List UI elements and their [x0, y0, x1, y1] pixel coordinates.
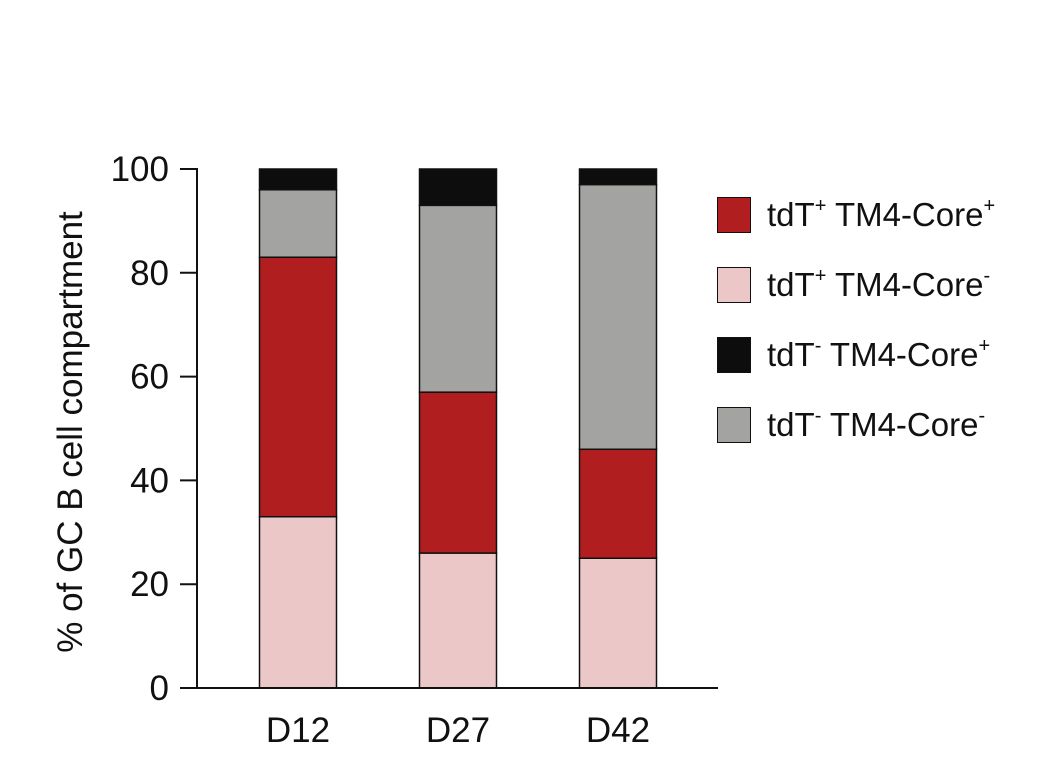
- legend-label-base: tdT: [767, 406, 815, 443]
- legend-label-sup: -: [814, 405, 822, 427]
- bar-segment: [258, 189, 338, 258]
- x-tick-label: D42: [586, 711, 650, 750]
- bar-segment: [258, 168, 338, 191]
- legend-label-sup: -: [814, 335, 822, 357]
- legend-label-sup: +: [983, 195, 996, 217]
- bar-segment: [578, 168, 658, 186]
- y-tick-label: 60: [130, 358, 169, 397]
- y-tick-label: 40: [130, 461, 169, 500]
- legend-label-base: tdT: [767, 336, 815, 373]
- bar-segment: [578, 183, 658, 451]
- legend-label-mid: TM4-Core: [821, 406, 979, 443]
- legend-label-mid: TM4-Core: [826, 196, 984, 233]
- y-tick-label: 0: [150, 669, 169, 708]
- legend-label-mid: TM4-Core: [821, 336, 979, 373]
- legend-label-sup: +: [978, 335, 991, 357]
- bar-segment: [578, 448, 658, 560]
- legend-label-sup: -: [983, 265, 991, 287]
- legend-label-base: tdT: [767, 196, 815, 233]
- bar-group: [258, 168, 658, 689]
- y-ticks: 0 20 40 60 80 100: [111, 150, 197, 708]
- legend-label: tdT+ TM4-Core-: [767, 265, 990, 305]
- legend-swatch: [717, 267, 751, 303]
- x-ticks: D12 D27 D42: [266, 711, 650, 750]
- y-tick-label: 20: [130, 565, 169, 604]
- bar-segment: [258, 515, 338, 689]
- bar-segment: [418, 552, 498, 689]
- bar-segment: [418, 204, 498, 393]
- axes: [196, 168, 718, 689]
- legend-label-base: tdT: [767, 266, 815, 303]
- x-tick-label: D27: [426, 711, 490, 750]
- bar-segment: [578, 557, 658, 689]
- bar-segment: [418, 391, 498, 554]
- legend-label-sup: +: [814, 265, 827, 287]
- legend-swatch: [717, 197, 751, 233]
- legend-label-sup: +: [814, 195, 827, 217]
- legend-label-mid: TM4-Core: [826, 266, 984, 303]
- y-tick-label: 100: [111, 150, 169, 189]
- legend-label: tdT- TM4-Core-: [767, 405, 985, 445]
- legend-label-sup: -: [978, 405, 986, 427]
- bar-segment: [418, 168, 498, 207]
- y-tick-label: 80: [130, 254, 169, 293]
- legend-swatch: [717, 407, 751, 443]
- y-axis-label: % of GC B cell compartment: [51, 211, 90, 653]
- bar-segment: [258, 256, 338, 518]
- legend-label: tdT- TM4-Core+: [767, 335, 990, 375]
- legend-label: tdT+ TM4-Core+: [767, 195, 995, 235]
- legend-swatch: [717, 337, 751, 373]
- x-tick-label: D12: [266, 711, 330, 750]
